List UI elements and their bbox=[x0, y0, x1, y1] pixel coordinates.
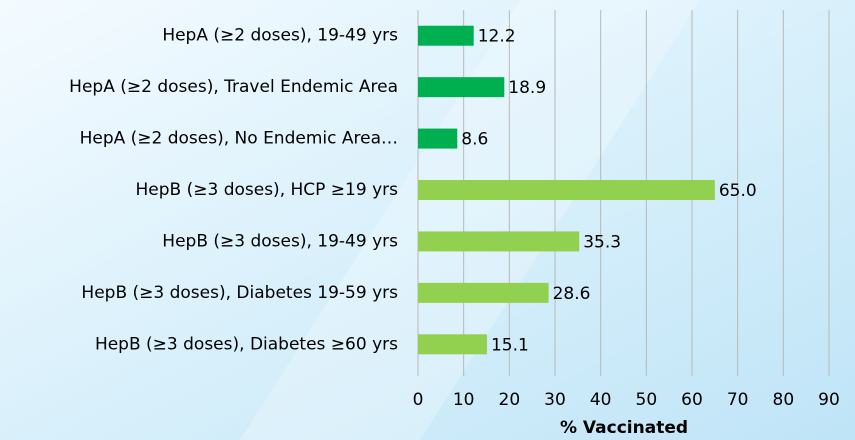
bar bbox=[418, 77, 505, 98]
bar bbox=[418, 180, 715, 200]
x-tick-label: 50 bbox=[636, 390, 658, 410]
y-tick-label: HepB (≥3 doses), Diabetes ≥60 yrs bbox=[95, 334, 398, 354]
value-label: 35.3 bbox=[583, 232, 621, 252]
x-tick-label: 60 bbox=[681, 390, 703, 410]
value-label: 15.1 bbox=[491, 335, 529, 355]
bar bbox=[418, 231, 580, 252]
bar bbox=[418, 25, 474, 46]
x-tick-label: 30 bbox=[544, 390, 566, 410]
value-label: 28.6 bbox=[553, 284, 591, 304]
y-tick-label: HepA (≥2 doses), 19-49 yrs bbox=[162, 26, 398, 46]
y-tick-label: HepA (≥2 doses), Travel Endemic Area bbox=[69, 77, 398, 97]
value-label: 65.0 bbox=[719, 181, 757, 201]
y-tick-label: HepB (≥3 doses), HCP ≥19 yrs bbox=[136, 180, 399, 200]
bar bbox=[418, 128, 458, 149]
value-label: 18.9 bbox=[508, 78, 546, 98]
value-label: 8.6 bbox=[461, 130, 488, 150]
x-axis-label: % Vaccinated bbox=[560, 418, 688, 438]
y-tick-label: HepB (≥3 doses), 19-49 yrs bbox=[162, 231, 398, 251]
x-tick-label: 0 bbox=[413, 390, 424, 410]
y-tick-label: HepA (≥2 doses), No Endemic Area… bbox=[80, 129, 398, 149]
background-stripe bbox=[240, 0, 700, 440]
x-tick-label: 80 bbox=[773, 390, 795, 410]
x-tick-label: 20 bbox=[499, 390, 521, 410]
value-label: 12.2 bbox=[478, 27, 516, 47]
x-tick-label: 90 bbox=[818, 390, 840, 410]
bar bbox=[418, 334, 487, 355]
x-tick-label: 40 bbox=[590, 390, 612, 410]
x-tick-label: 70 bbox=[727, 390, 749, 410]
y-tick-label: HepB (≥3 doses), Diabetes 19-59 yrs bbox=[81, 283, 398, 303]
x-tick-label: 10 bbox=[453, 390, 475, 410]
bar bbox=[418, 282, 549, 303]
